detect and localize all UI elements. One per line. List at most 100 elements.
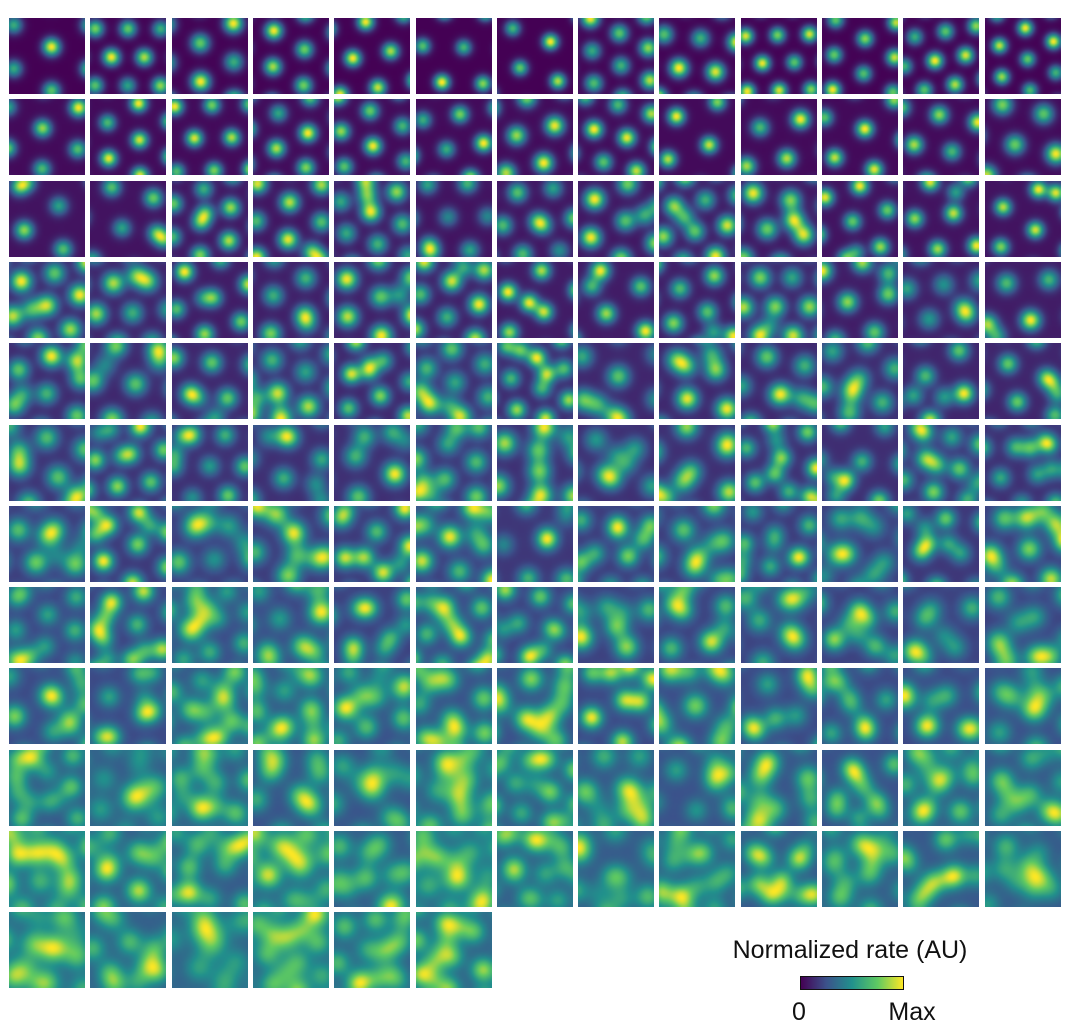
rate-map-panel — [903, 181, 979, 257]
rate-map-panel — [172, 912, 248, 988]
rate-map-panel — [90, 506, 166, 582]
rate-map-panel — [90, 181, 166, 257]
rate-map-panel — [822, 750, 898, 826]
rate-map-panel — [822, 587, 898, 663]
rate-map-panel — [659, 506, 735, 582]
rate-map-panel — [416, 587, 492, 663]
rate-map-panel — [416, 831, 492, 907]
rate-map-panel — [90, 668, 166, 744]
rate-map-panel — [253, 750, 329, 826]
rate-map-panel — [578, 506, 654, 582]
rate-map-panel — [497, 750, 573, 826]
rate-map-panel — [985, 425, 1061, 501]
rate-map-panel — [659, 181, 735, 257]
rate-map-panel — [9, 343, 85, 419]
rate-map-panel — [9, 181, 85, 257]
rate-map-panel — [659, 343, 735, 419]
rate-map-panel — [578, 831, 654, 907]
rate-map-panel — [497, 425, 573, 501]
rate-map-panel — [578, 587, 654, 663]
colorbar — [800, 976, 904, 990]
rate-map-panel — [578, 343, 654, 419]
rate-map-panel — [741, 262, 817, 338]
rate-map-panel — [334, 99, 410, 175]
rate-map-panel — [172, 506, 248, 582]
rate-map-panel — [253, 831, 329, 907]
rate-map-panel — [9, 831, 85, 907]
rate-map-panel — [822, 425, 898, 501]
rate-map-panel — [9, 750, 85, 826]
rate-map-panel — [741, 750, 817, 826]
rate-map-panel — [903, 831, 979, 907]
rate-map-panel — [172, 831, 248, 907]
rate-map-panel — [903, 18, 979, 94]
rate-map-panel — [822, 18, 898, 94]
rate-map-panel — [741, 181, 817, 257]
rate-map-panel — [741, 587, 817, 663]
rate-map-panel — [90, 831, 166, 907]
rate-map-panel — [9, 99, 85, 175]
rate-map-panel — [416, 99, 492, 175]
rate-map-panel — [497, 668, 573, 744]
rate-map-panel — [497, 262, 573, 338]
rate-map-panel — [903, 99, 979, 175]
rate-map-panel — [9, 587, 85, 663]
rate-map-panel — [659, 99, 735, 175]
rate-map-panel — [578, 668, 654, 744]
rate-map-panel — [9, 506, 85, 582]
rate-map-panel — [985, 506, 1061, 582]
rate-map-panel — [253, 668, 329, 744]
rate-map-panel — [741, 831, 817, 907]
rate-map-panel — [741, 506, 817, 582]
rate-map-panel — [659, 262, 735, 338]
colorbar-max-label: Max — [888, 998, 936, 1026]
rate-map-panel — [985, 587, 1061, 663]
rate-map-panel — [334, 506, 410, 582]
rate-map-panel — [334, 18, 410, 94]
rate-map-panel — [9, 18, 85, 94]
rate-map-panel — [334, 181, 410, 257]
rate-map-panel — [334, 343, 410, 419]
rate-map-panel — [416, 181, 492, 257]
rate-map-panel — [741, 425, 817, 501]
rate-map-panel — [334, 750, 410, 826]
rate-map-panel — [9, 668, 85, 744]
rate-map-panel — [334, 668, 410, 744]
rate-map-panel — [172, 750, 248, 826]
rate-map-panel — [334, 912, 410, 988]
rate-map-panel — [903, 343, 979, 419]
rate-map-panel — [741, 668, 817, 744]
rate-map-panel — [9, 912, 85, 988]
rate-map-panel — [253, 425, 329, 501]
rate-map-panel — [497, 506, 573, 582]
rate-map-panel — [334, 262, 410, 338]
rate-map-panel — [253, 912, 329, 988]
rate-map-panel — [90, 18, 166, 94]
rate-map-panel — [822, 668, 898, 744]
colorbar-min-label: 0 — [792, 998, 806, 1026]
rate-map-panel — [9, 425, 85, 501]
rate-map-panel — [253, 343, 329, 419]
rate-map-panel — [578, 181, 654, 257]
rate-map-panel — [497, 831, 573, 907]
rate-map-panel — [172, 425, 248, 501]
rate-map-panel — [985, 831, 1061, 907]
rate-map-panel — [416, 425, 492, 501]
rate-map-panel — [903, 668, 979, 744]
rate-map-panel — [659, 587, 735, 663]
rate-map-panel — [253, 99, 329, 175]
rate-map-panel — [172, 668, 248, 744]
rate-map-panel — [578, 99, 654, 175]
rate-map-panel — [985, 750, 1061, 826]
rate-map-panel — [741, 99, 817, 175]
rate-map-panel — [822, 506, 898, 582]
rate-map-panel — [822, 343, 898, 419]
rate-map-panel — [416, 668, 492, 744]
rate-map-panel — [172, 18, 248, 94]
rate-map-panel — [172, 343, 248, 419]
rate-map-panel — [985, 181, 1061, 257]
rate-map-panel — [90, 99, 166, 175]
rate-map-panel — [985, 262, 1061, 338]
rate-map-panel — [903, 750, 979, 826]
